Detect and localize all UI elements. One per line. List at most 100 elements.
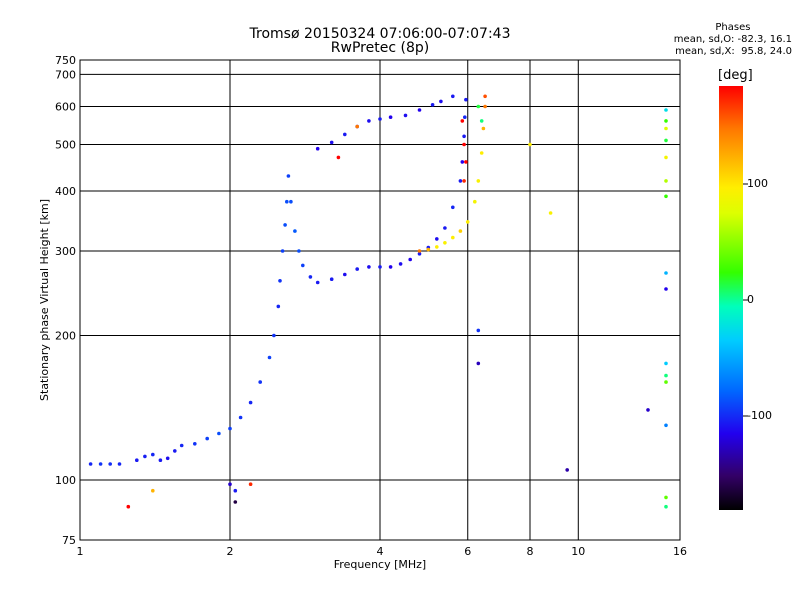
- echo-point: [293, 229, 297, 233]
- phase-stats-x: mean, sd,X: 95.8, 24.0: [675, 46, 792, 57]
- x-tick-label: 2: [227, 545, 234, 558]
- echo-point: [463, 115, 467, 119]
- echo-point: [233, 500, 238, 504]
- y-tick-label: 750: [55, 54, 76, 67]
- plot-frame: [79, 59, 681, 541]
- echo-point: [378, 265, 382, 269]
- x-tick-label: 1: [77, 545, 84, 558]
- echo-point: [664, 380, 668, 384]
- phase-colorbar: [719, 86, 743, 510]
- echo-point: [193, 442, 197, 446]
- echo-point: [548, 211, 553, 215]
- grid-lines: [80, 60, 680, 540]
- echo-point: [343, 132, 347, 137]
- echo-point: [179, 443, 184, 448]
- colorbar-tick-0: 0: [747, 293, 754, 306]
- echo-point: [479, 119, 484, 123]
- echo-points: [88, 94, 668, 509]
- echo-point: [462, 179, 466, 183]
- echo-point: [165, 456, 170, 461]
- echo-point: [117, 462, 122, 466]
- x-tick-label: 4: [377, 545, 384, 558]
- x-axis-label: Frequency [MHz]: [334, 558, 426, 571]
- echo-point: [315, 146, 320, 151]
- echo-point: [98, 462, 103, 466]
- x-tick-label: 16: [673, 545, 687, 558]
- y-tick-label: 200: [55, 330, 76, 343]
- echo-point: [205, 436, 209, 441]
- echo-point: [476, 361, 481, 366]
- echo-point: [228, 482, 232, 487]
- echo-point: [476, 328, 481, 333]
- echo-point: [280, 249, 285, 253]
- echo-point: [228, 426, 232, 431]
- y-axis-label: Stationary phase Virtual Height [km]: [38, 199, 51, 401]
- echo-point: [329, 140, 334, 145]
- echo-point: [315, 280, 320, 285]
- colorbar-tick-minus100: -100: [747, 409, 772, 422]
- echo-point: [664, 126, 668, 131]
- echo-point: [451, 205, 455, 210]
- echo-point: [462, 134, 466, 139]
- echo-point: [289, 199, 293, 204]
- x-tick-label: 6: [464, 545, 471, 558]
- echo-point: [398, 262, 403, 266]
- y-tick-label: 400: [55, 185, 76, 198]
- phase-stats-heading: Phases: [715, 22, 751, 33]
- echo-point: [297, 249, 301, 253]
- phase-stats-o: mean, sd,O: -82.3, 16.1: [673, 34, 792, 45]
- echo-point: [664, 155, 668, 160]
- colorbar-unit: [deg]: [718, 68, 753, 83]
- echo-point: [355, 124, 360, 129]
- echo-point: [464, 160, 468, 164]
- echo-point: [233, 488, 238, 493]
- echo-point: [664, 423, 668, 428]
- echo-point: [173, 449, 177, 453]
- echo-point: [451, 94, 455, 99]
- echo-point: [329, 277, 334, 282]
- echo-point: [528, 142, 532, 147]
- y-tick-label: 700: [55, 68, 76, 81]
- echo-point: [126, 504, 131, 509]
- echo-point: [367, 265, 371, 269]
- echo-point: [664, 179, 668, 183]
- y-tick-label: 600: [55, 101, 76, 114]
- echo-point: [476, 179, 481, 183]
- y-tick-label: 500: [55, 139, 76, 152]
- echo-point: [664, 504, 668, 509]
- echo-point: [664, 194, 668, 199]
- echo-point: [417, 252, 422, 256]
- echo-point: [664, 361, 668, 366]
- echo-point: [217, 431, 221, 436]
- echo-point: [283, 223, 287, 227]
- echo-point: [278, 279, 282, 283]
- echo-point: [408, 257, 413, 262]
- phase-stats: Phases mean, sd,O: -82.3, 16.1 mean, sd,…: [674, 22, 792, 58]
- echo-point: [430, 103, 435, 107]
- echo-point: [439, 99, 443, 104]
- echo-point: [465, 220, 470, 224]
- echo-point: [143, 454, 147, 459]
- echo-point: [664, 271, 668, 275]
- echo-point: [367, 119, 371, 123]
- echo-point: [664, 108, 668, 112]
- echo-point: [276, 304, 281, 309]
- echo-point: [301, 263, 305, 268]
- echo-point: [336, 155, 341, 160]
- echo-point: [88, 462, 93, 466]
- echo-point: [664, 373, 668, 378]
- echo-point: [308, 275, 313, 279]
- echo-point: [460, 119, 465, 123]
- echo-point: [343, 272, 347, 277]
- echo-point: [286, 174, 291, 178]
- y-tick-label: 75: [62, 534, 76, 547]
- echo-point: [483, 94, 487, 99]
- x-tick-label: 10: [571, 545, 585, 558]
- echo-point: [355, 267, 360, 271]
- colorbar-ticks: [743, 183, 748, 417]
- echo-point: [473, 199, 477, 204]
- echo-point: [285, 199, 289, 204]
- echo-point: [403, 113, 408, 118]
- echo-point: [458, 229, 463, 233]
